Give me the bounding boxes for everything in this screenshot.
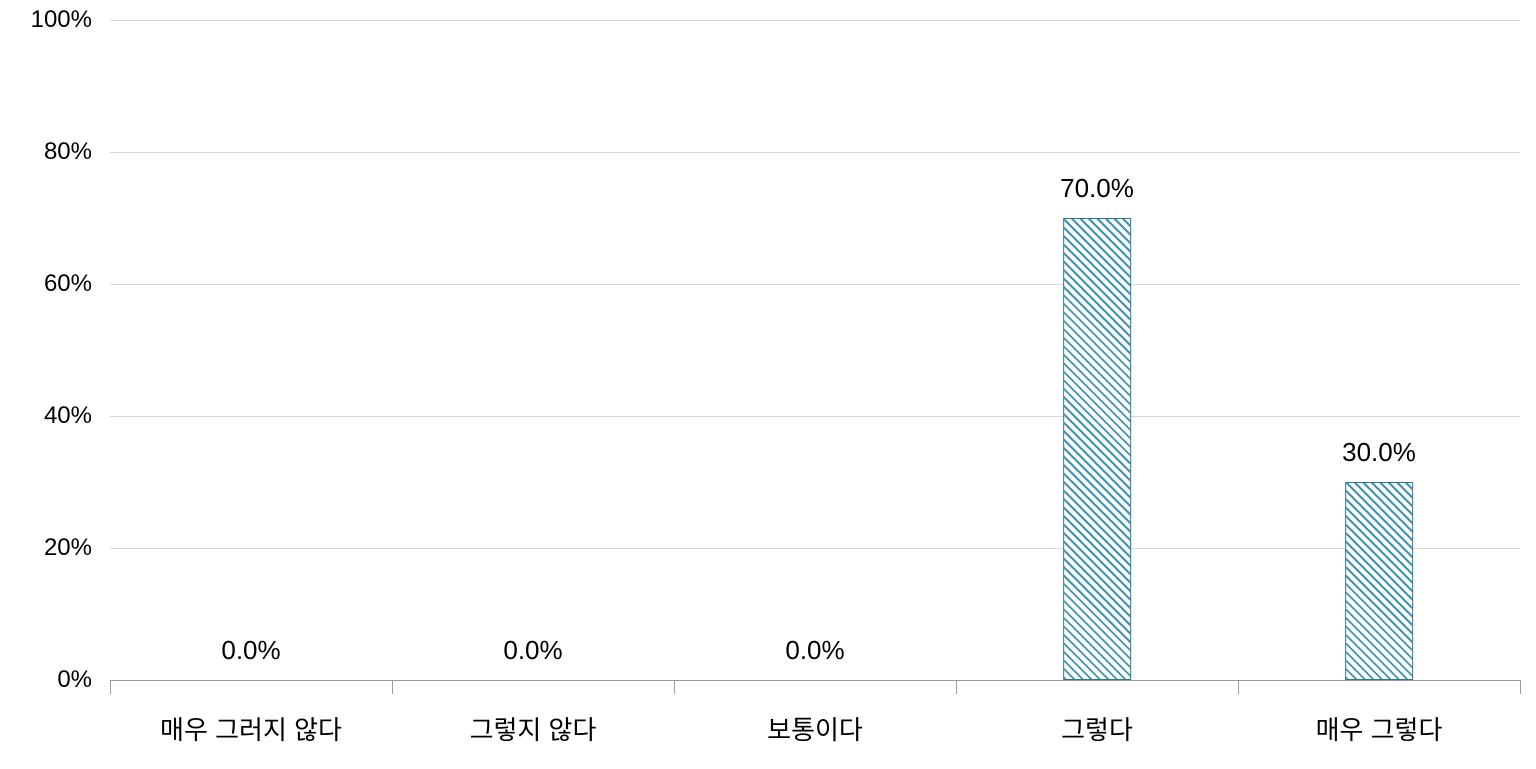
plot-area: 0.0% 0.0% 0.0% 70.0% 30.0% [110, 20, 1520, 680]
y-tick-label: 100% [0, 6, 92, 34]
bar [1063, 218, 1131, 680]
bar-slot: 70.0% [956, 20, 1238, 680]
bar-chart: 0% 20% 40% 60% 80% 100% 0.0% 0.0% 0.0% 70.0% 30.0… [0, 0, 1536, 769]
x-tick-mark [1520, 680, 1521, 694]
y-tick-label: 0% [0, 666, 92, 694]
x-axis-category-label: 매우 그렇다 [1238, 710, 1520, 747]
bar-slot: 0.0% [110, 20, 392, 680]
y-tick-label: 80% [0, 138, 92, 166]
x-axis-category-label: 매우 그러지 않다 [110, 710, 392, 747]
bar-slot: 0.0% [392, 20, 674, 680]
x-tick-mark [956, 680, 957, 694]
x-tick-mark [110, 680, 111, 694]
bar-slot: 0.0% [674, 20, 956, 680]
x-axis-category-label: 보통이다 [674, 710, 956, 747]
y-tick-label: 20% [0, 534, 92, 562]
bar [1345, 482, 1413, 680]
x-tick-mark [674, 680, 675, 694]
bar-value-label: 0.0% [503, 635, 562, 666]
bar-value-label: 30.0% [1342, 437, 1416, 468]
bar-value-label: 70.0% [1060, 173, 1134, 204]
x-axis-line [110, 680, 1520, 681]
x-axis-category-label: 그렇다 [956, 710, 1238, 747]
x-axis-labels: 매우 그러지 않다그렇지 않다보통이다그렇다매우 그렇다 [110, 710, 1520, 747]
bars-row: 0.0% 0.0% 0.0% 70.0% 30.0% [110, 20, 1520, 680]
bar-value-label: 0.0% [221, 635, 280, 666]
x-tick-mark [392, 680, 393, 694]
bar-slot: 30.0% [1238, 20, 1520, 680]
x-tick-mark [1238, 680, 1239, 694]
x-axis-category-label: 그렇지 않다 [392, 710, 674, 747]
bar-value-label: 0.0% [785, 635, 844, 666]
y-tick-label: 60% [0, 270, 92, 298]
y-tick-label: 40% [0, 402, 92, 430]
